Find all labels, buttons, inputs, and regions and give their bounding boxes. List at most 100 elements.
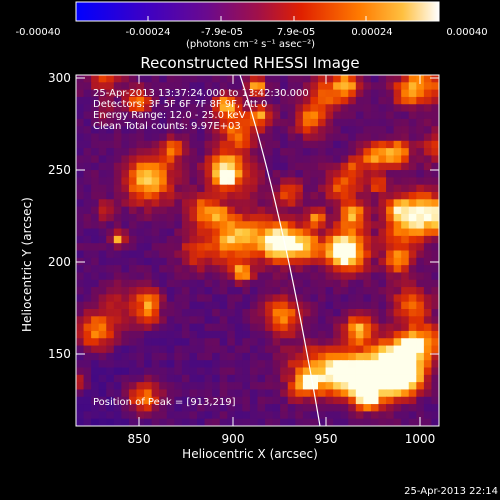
image-pixel <box>128 294 138 303</box>
image-pixel <box>265 287 274 295</box>
image-pixel <box>280 96 289 105</box>
image-pixel <box>189 177 198 186</box>
image-pixel <box>197 228 206 237</box>
image-pixel <box>197 360 206 369</box>
image-pixel <box>272 104 281 113</box>
image-pixel <box>113 404 122 412</box>
image-pixel <box>272 352 281 361</box>
image-pixel <box>249 418 259 426</box>
image-pixel <box>393 418 402 426</box>
image-pixel <box>280 89 289 98</box>
image-pixel <box>287 184 296 193</box>
image-pixel <box>83 184 92 193</box>
image-pixel <box>136 360 145 369</box>
image-pixel <box>257 257 266 266</box>
image-pixel <box>431 352 439 361</box>
image-pixel <box>393 82 402 91</box>
image-pixel <box>249 265 259 274</box>
image-pixel <box>106 309 115 317</box>
image-pixel <box>333 75 342 83</box>
image-pixel <box>249 374 259 383</box>
image-pixel <box>318 382 327 391</box>
image-pixel <box>431 148 439 157</box>
image-pixel <box>408 316 417 325</box>
image-pixel <box>272 243 281 252</box>
image-pixel <box>159 323 168 332</box>
image-pixel <box>280 352 289 361</box>
image-pixel <box>378 309 387 317</box>
image-pixel <box>212 345 221 354</box>
image-pixel <box>423 213 433 222</box>
image-pixel <box>302 89 312 98</box>
image-pixel <box>386 309 395 317</box>
image-pixel <box>159 382 168 391</box>
image-pixel <box>121 162 130 171</box>
image-pixel <box>136 82 145 91</box>
image-pixel <box>287 155 296 164</box>
image-pixel <box>378 111 387 120</box>
image-pixel <box>98 96 107 105</box>
image-pixel <box>325 243 334 252</box>
image-pixel <box>197 316 206 325</box>
image-pixel <box>431 235 439 244</box>
image-pixel <box>401 140 410 149</box>
image-pixel <box>401 309 410 317</box>
image-pixel <box>295 96 304 105</box>
image-pixel <box>91 338 100 347</box>
image-pixel <box>219 272 228 281</box>
image-pixel <box>401 96 410 105</box>
image-pixel <box>257 111 266 120</box>
image-pixel <box>76 140 85 149</box>
image-pixel <box>234 396 243 405</box>
image-pixel <box>174 148 183 157</box>
image-pixel <box>166 279 175 288</box>
image-pixel <box>212 192 221 200</box>
image-pixel <box>280 323 289 332</box>
image-pixel <box>144 330 153 339</box>
image-pixel <box>166 250 175 259</box>
image-pixel <box>423 192 433 200</box>
image-pixel <box>166 235 175 244</box>
image-pixel <box>76 206 85 215</box>
image-pixel <box>378 316 387 325</box>
image-pixel <box>189 330 198 339</box>
image-pixel <box>401 82 410 91</box>
image-pixel <box>204 338 213 347</box>
image-pixel <box>113 279 122 288</box>
image-pixel <box>76 330 85 339</box>
image-pixel <box>227 352 236 361</box>
image-pixel <box>166 330 175 339</box>
image-pixel <box>272 96 281 105</box>
image-pixel <box>174 404 183 412</box>
image-pixel <box>91 389 100 398</box>
image-pixel <box>325 155 334 164</box>
image-pixel <box>234 352 243 361</box>
image-pixel <box>181 404 191 412</box>
image-pixel <box>386 89 395 98</box>
image-pixel <box>219 206 228 215</box>
image-pixel <box>416 404 425 412</box>
image-pixel <box>340 272 349 281</box>
image-pixel <box>219 345 228 354</box>
image-pixel <box>333 338 342 347</box>
image-pixel <box>136 199 145 208</box>
image-pixel <box>310 250 319 259</box>
image-pixel <box>348 265 357 274</box>
image-pixel <box>166 104 175 113</box>
image-pixel <box>159 184 168 193</box>
image-pixel <box>378 213 387 222</box>
image-pixel <box>408 272 417 281</box>
image-pixel <box>242 75 251 83</box>
y-tick-label: 150 <box>48 347 71 361</box>
image-pixel <box>159 75 168 83</box>
image-pixel <box>219 118 228 127</box>
y-tick-label: 250 <box>48 163 71 177</box>
image-pixel <box>416 272 425 281</box>
image-pixel <box>378 118 387 127</box>
image-pixel <box>280 301 289 310</box>
image-pixel <box>91 213 100 222</box>
image-pixel <box>144 352 153 361</box>
image-pixel <box>98 162 107 171</box>
image-pixel <box>423 323 433 332</box>
